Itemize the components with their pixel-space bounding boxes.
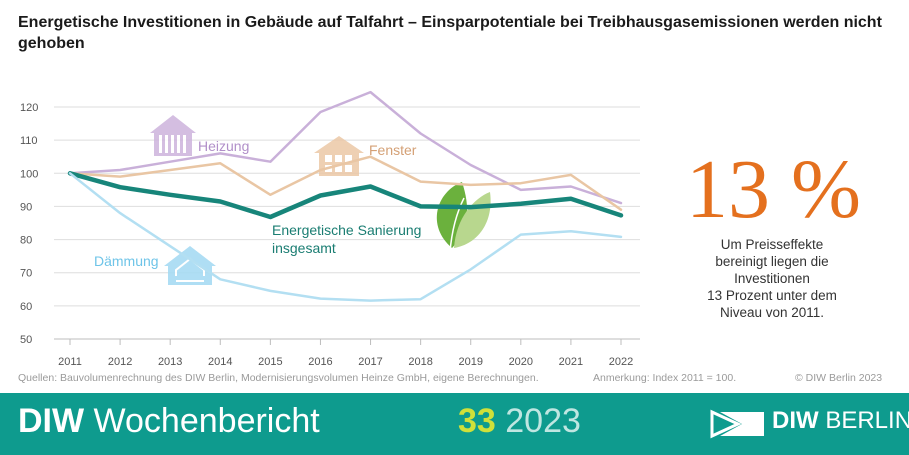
y-tick-label: 110 [20,135,38,147]
x-tick-label: 2020 [509,356,533,368]
series-lines [67,90,624,302]
chart-icons [150,115,491,285]
y-tick-label: 120 [20,102,38,114]
diw-logo: DIW BERLIN [708,406,909,442]
x-tick-label: 2012 [108,356,132,368]
radiator-icon [150,115,196,156]
diw-logo-text: DIW BERLIN [772,407,909,434]
x-tick-label: 2013 [158,356,182,368]
chart-title: Energetische Investitionen in Gebäude au… [18,14,882,52]
y-tick-label: 50 [20,334,32,346]
series-label-gesamt-2: insgesamt [272,240,336,256]
leaf-icon [436,182,491,253]
issue-label: 33 2023 [458,402,581,440]
y-tick-label: 100 [20,168,38,180]
y-tick-label: 60 [20,301,32,313]
x-tick-label: 2016 [308,356,332,368]
house-insulation-icon [164,246,216,285]
footnote-sources: Quellen: Bauvolumenrechnung des DIW Berl… [18,372,539,384]
publication-title: DIW Wochenbericht [18,402,320,440]
x-tick-label: 2015 [258,356,282,368]
y-tick-label: 70 [20,268,32,280]
x-tick-label: 2022 [609,356,633,368]
series-line-fenster [68,155,623,211]
x-tick-label: 2014 [208,356,232,368]
x-tick-label: 2019 [458,356,482,368]
x-axis: 2011 2012 2013 2014 2015 2016 2017 2018 2019 2020… [58,339,633,368]
x-tick-label: 2021 [559,356,583,368]
x-tick-label: 2018 [408,356,432,368]
y-tick-label: 90 [20,201,32,213]
line-chart: 50 60 70 80 90 100 110 120 [20,90,640,368]
x-tick-label: 2017 [358,356,382,368]
series-label-fenster: Fenster [369,142,417,158]
diw-logo-mark-icon [710,409,764,439]
grid: 50 60 70 80 90 100 110 120 [20,102,640,346]
series-label-daemmung: Dämmung [94,253,159,269]
series-line-dämmung [68,172,623,302]
footnote-copyright: © DIW Berlin 2023 [795,372,883,384]
series-label-gesamt-1: Energetische Sanierung [272,222,421,238]
series-line-heizung [68,90,623,205]
highlight-note: Um Preisseffekte bereinigt liegen die In… [707,237,837,320]
x-tick-label: 2011 [58,356,82,368]
series-label-heizung: Heizung [198,138,249,154]
footer-banner: DIW Wochenbericht 33 2023 DIW BERLIN [0,393,909,455]
series-line-energetische-sanierung-insgesamt [67,171,624,220]
footnote-remark: Anmerkung: Index 2011 = 100. [593,372,737,384]
y-tick-label: 80 [20,235,32,247]
highlight-value: 13 % [686,143,861,236]
